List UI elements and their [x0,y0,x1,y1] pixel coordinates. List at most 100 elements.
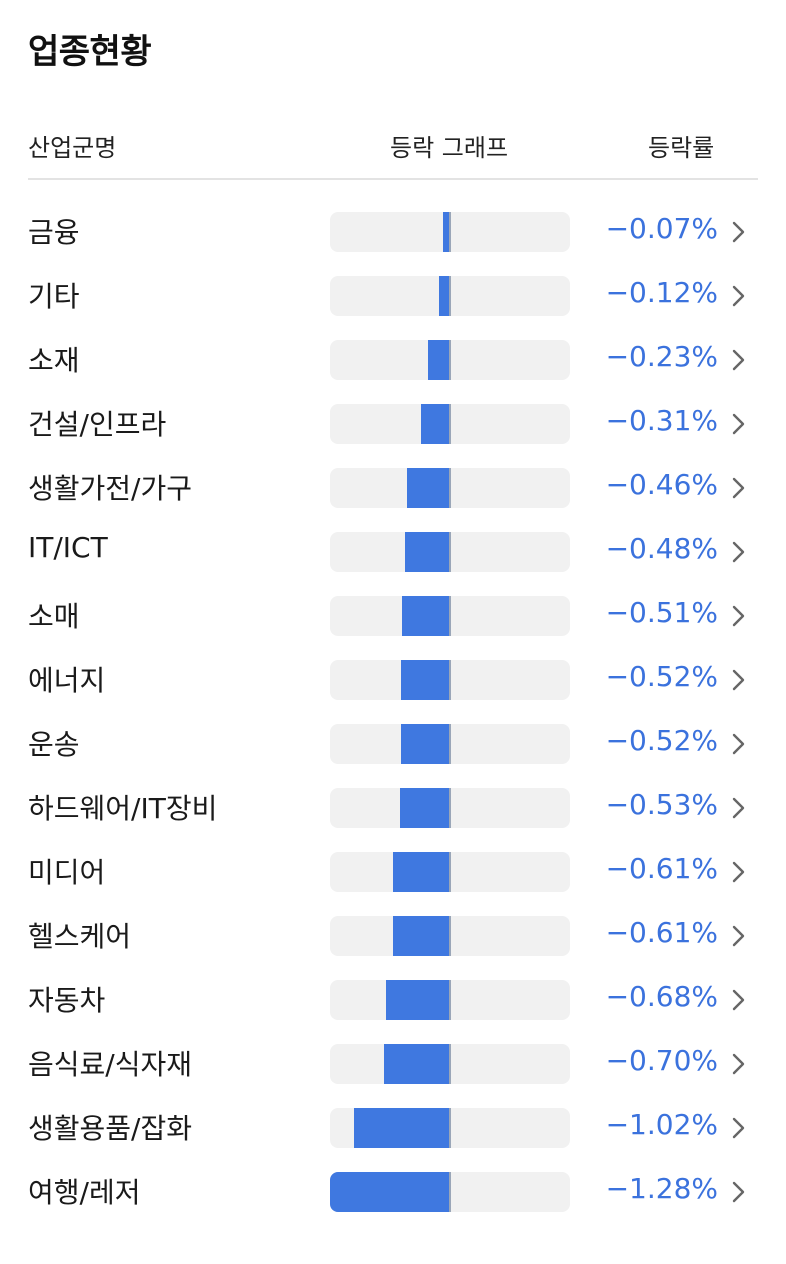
sector-row[interactable]: 소재 −0.23% [28,328,758,392]
change-rate: −0.68% [605,980,718,1013]
table-header: 산업군명 등락 그래프 등락률 [28,122,758,180]
sector-row[interactable]: 생활용품/잡화 −1.02% [28,1096,758,1160]
sector-name: 미디어 [28,856,106,889]
zero-line [449,1108,451,1148]
change-rate: −0.53% [605,788,718,821]
chevron-right-icon[interactable] [726,1180,750,1204]
chevron-right-icon[interactable] [726,860,750,884]
change-bar-track [330,596,570,636]
change-rate: −0.70% [605,1044,718,1077]
zero-line [449,980,451,1020]
zero-line [449,916,451,956]
sector-name: 소재 [28,344,80,377]
zero-line [449,660,451,700]
chevron-right-icon[interactable] [726,476,750,500]
change-bar [392,852,450,892]
change-rate: −0.61% [605,852,718,885]
change-rate: −0.12% [605,276,718,309]
change-rate: −0.48% [605,532,718,565]
change-rate: −1.02% [605,1108,718,1141]
change-bar [438,276,450,316]
change-bar [420,404,450,444]
chevron-right-icon[interactable] [726,924,750,948]
sector-row[interactable]: 음식료/식자재 −0.70% [28,1032,758,1096]
sector-row[interactable]: 운송 −0.52% [28,712,758,776]
sector-row[interactable]: 금융 −0.07% [28,200,758,264]
chevron-right-icon[interactable] [726,668,750,692]
chevron-right-icon[interactable] [726,796,750,820]
sector-name: 금융 [28,216,80,249]
change-rate: −0.51% [605,596,718,629]
change-bar [400,788,450,828]
change-bar-track [330,1172,570,1212]
change-bar [406,468,450,508]
change-bar-track [330,916,570,956]
chevron-right-icon[interactable] [726,1116,750,1140]
sector-row[interactable]: 생활가전/가구 −0.46% [28,456,758,520]
change-rate: −0.46% [605,468,718,501]
change-bar [401,724,450,764]
sector-name: 에너지 [28,664,106,697]
change-bar-track [330,340,570,380]
zero-line [449,532,451,572]
chevron-right-icon[interactable] [726,1052,750,1076]
chevron-right-icon[interactable] [726,220,750,244]
sector-name: 하드웨어/IT장비 [28,792,218,825]
zero-line [449,468,451,508]
sector-row[interactable]: 헬스케어 −0.61% [28,904,758,968]
chevron-right-icon[interactable] [726,348,750,372]
change-rate: −1.28% [605,1172,718,1205]
header-sector-name: 산업군명 [28,134,117,162]
zero-line [449,340,451,380]
change-bar [443,212,450,252]
sector-name: 헬스케어 [28,920,132,953]
sector-name: 건설/인프라 [28,408,167,441]
change-bar-track [330,724,570,764]
chevron-right-icon[interactable] [726,732,750,756]
change-rate: −0.23% [605,340,718,373]
change-bar-track [330,660,570,700]
change-bar-track [330,1044,570,1084]
sector-row[interactable]: 하드웨어/IT장비 −0.53% [28,776,758,840]
sector-list: 금융 −0.07% 기타 −0.12% 소재 −0.23% 건설/인프라 −0.31% 생활가전… [28,200,758,1224]
change-bar [405,532,450,572]
change-bar-track [330,532,570,572]
change-bar-track [330,404,570,444]
change-bar-track [330,212,570,252]
sector-row[interactable]: 건설/인프라 −0.31% [28,392,758,456]
sector-row[interactable]: IT/ICT −0.48% [28,520,758,584]
change-bar-track [330,852,570,892]
sector-row[interactable]: 기타 −0.12% [28,264,758,328]
sector-row[interactable]: 여행/레저 −1.28% [28,1160,758,1224]
header-change-rate: 등락률 [648,134,715,162]
sector-name: 자동차 [28,984,106,1017]
change-rate: −0.52% [605,660,718,693]
change-bar [384,1044,450,1084]
sector-name: 생활용품/잡화 [28,1112,192,1145]
zero-line [449,212,451,252]
change-rate: −0.07% [605,212,718,245]
sector-row[interactable]: 소매 −0.51% [28,584,758,648]
chevron-right-icon[interactable] [726,604,750,628]
zero-line [449,276,451,316]
sector-name: 생활가전/가구 [28,472,192,505]
change-bar-track [330,468,570,508]
change-rate: −0.61% [605,916,718,949]
chevron-right-icon[interactable] [726,540,750,564]
zero-line [449,1172,451,1212]
sector-name: 기타 [28,280,80,313]
change-bar [330,1172,450,1212]
zero-line [449,596,451,636]
chevron-right-icon[interactable] [726,988,750,1012]
chevron-right-icon[interactable] [726,284,750,308]
change-bar [401,660,450,700]
sector-row[interactable]: 미디어 −0.61% [28,840,758,904]
change-bar [386,980,450,1020]
sector-row[interactable]: 자동차 −0.68% [28,968,758,1032]
sector-row[interactable]: 에너지 −0.52% [28,648,758,712]
change-bar [428,340,450,380]
sector-name: 운송 [28,728,80,761]
sector-name: IT/ICT [28,531,108,564]
chevron-right-icon[interactable] [726,412,750,436]
